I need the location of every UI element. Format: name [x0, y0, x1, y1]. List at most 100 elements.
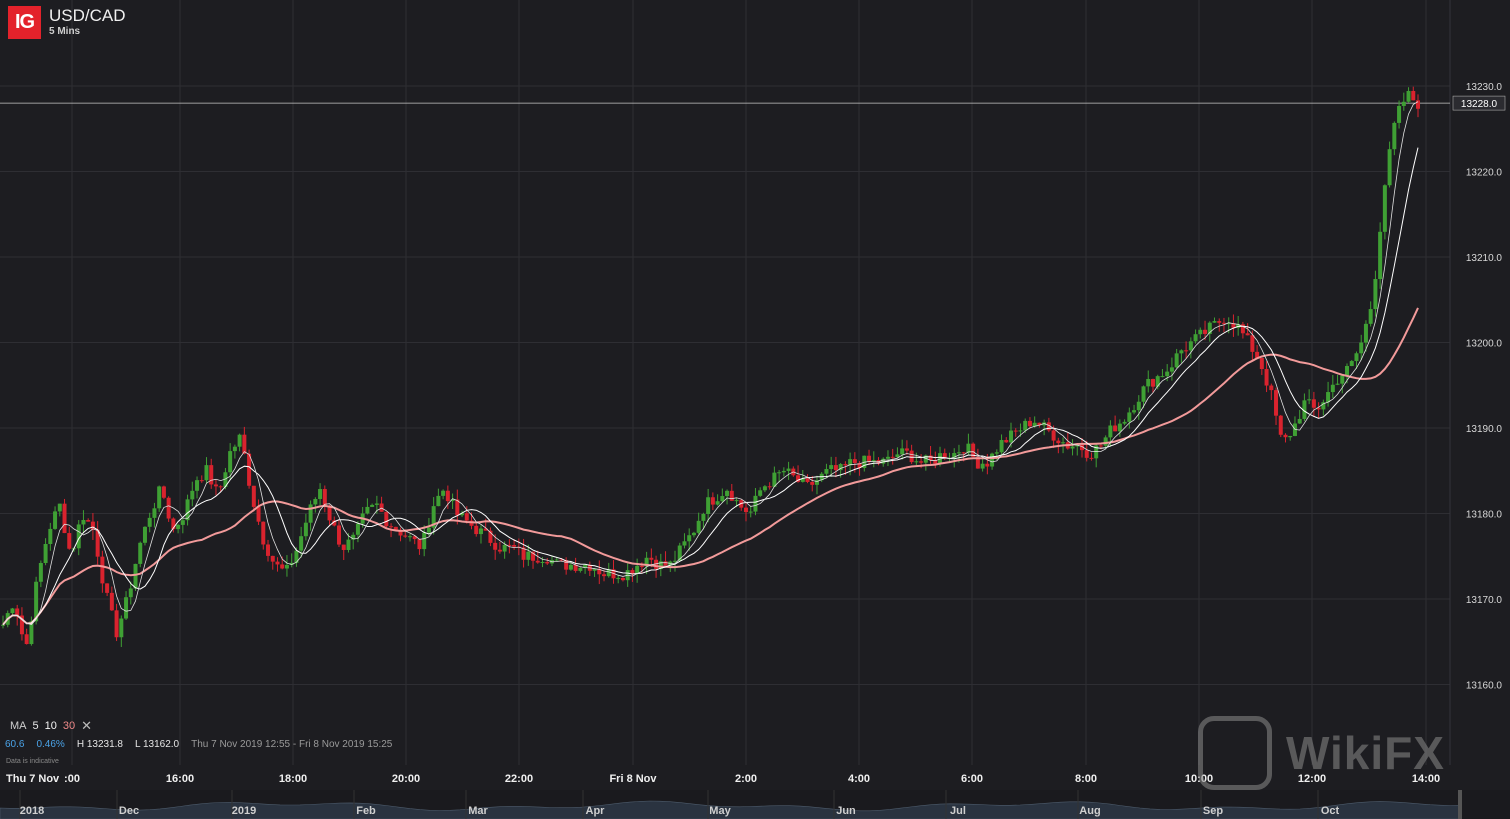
navigator-label: Apr: [586, 805, 606, 817]
candle-body: [568, 564, 573, 570]
candle-body: [1037, 422, 1042, 426]
candle-body: [696, 520, 701, 533]
candle-body: [1297, 418, 1302, 424]
candle-body: [573, 564, 578, 571]
wikifx-watermark: WikiFX: [1198, 716, 1445, 790]
candle-body: [1013, 430, 1018, 432]
ig-logo: IG: [8, 6, 41, 39]
stat-range: Thu 7 Nov 2019 12:55 - Fri 8 Nov 2019 15…: [191, 739, 393, 750]
indicator-legend: MA 5 10 30 ✕: [10, 718, 92, 734]
candle-body: [407, 536, 412, 538]
candle-body: [1009, 430, 1014, 443]
candle-body: [658, 561, 663, 569]
moving-averages: [2, 101, 1419, 626]
candle-body: [119, 618, 124, 638]
candle-body: [403, 535, 408, 537]
candle-body: [687, 535, 692, 542]
candle-body: [857, 463, 862, 469]
navigator-label: 2018: [20, 805, 44, 817]
navigator-label: Oct: [1321, 805, 1340, 817]
candle-body: [1359, 342, 1364, 354]
candle-body: [223, 472, 228, 487]
y-tick-label: 13160.0: [1466, 681, 1503, 692]
candle-body: [1278, 415, 1283, 435]
ma30-period: 30: [62, 720, 76, 732]
chart-header: IG USD/CAD 5 Mins: [8, 6, 126, 39]
candle-body: [100, 556, 105, 584]
candle-body: [232, 446, 237, 452]
candle-body: [1316, 407, 1321, 410]
candle-body: [417, 539, 422, 550]
candle-body: [1401, 101, 1406, 106]
candle-body: [762, 486, 767, 491]
candle-body: [739, 500, 744, 508]
candle-body: [1283, 434, 1288, 438]
candle-body: [1150, 378, 1155, 387]
candle-body: [743, 507, 748, 513]
candle-body: [180, 520, 185, 525]
candle-body: [1141, 386, 1146, 402]
candle-body: [895, 454, 900, 458]
candle-body: [852, 459, 857, 464]
candle-body: [1212, 321, 1217, 323]
candle-body: [176, 524, 181, 530]
candle-body: [1184, 350, 1189, 352]
candle-body: [171, 518, 176, 530]
candle-body: [1321, 402, 1326, 410]
candle-body: [209, 465, 214, 485]
y-tick-label: 13190.0: [1466, 424, 1503, 435]
candle-body: [190, 490, 195, 500]
candle-body: [1349, 361, 1354, 367]
y-tick-label: 13230.0: [1466, 82, 1503, 93]
x-tick-label: 12:00: [1298, 773, 1326, 785]
y-tick-label: 13220.0: [1466, 168, 1503, 179]
candle-body: [881, 458, 886, 464]
candle-body: [365, 506, 370, 514]
candle-body: [322, 489, 327, 506]
candle-body: [81, 520, 86, 525]
candle-body: [1368, 309, 1373, 324]
candle-body: [734, 500, 739, 502]
candle-body: [933, 460, 938, 464]
candle-body: [994, 452, 999, 454]
candle-body: [1155, 376, 1160, 387]
candle-body: [639, 565, 644, 567]
candle-body: [1363, 323, 1368, 343]
candle-body: [34, 581, 39, 622]
candle-body: [814, 480, 819, 485]
candle-body: [999, 440, 1004, 453]
candle-body: [346, 539, 351, 550]
navigator-label: Dec: [119, 805, 139, 817]
candle-body: [715, 501, 720, 505]
stat-value: 60.6: [5, 739, 25, 750]
current-price-tag: [1452, 95, 1506, 111]
navigator-label: Aug: [1079, 805, 1100, 817]
close-icon[interactable]: ✕: [81, 718, 93, 733]
candle-body: [1061, 442, 1066, 444]
candle-body: [1089, 457, 1094, 459]
stat-percent: 0.46%: [36, 739, 65, 750]
candle-body: [138, 542, 143, 564]
candle-body: [318, 489, 323, 499]
x-tick-label: 22:00: [505, 773, 533, 785]
candle-body: [1288, 435, 1293, 438]
navigator-label: Sep: [1203, 805, 1223, 817]
navigator[interactable]: 2018 Dec 2019 Feb Mar Apr May Jun Jul Aug Sep Oct: [0, 790, 1510, 819]
candle-body: [781, 470, 786, 473]
candle-body: [1113, 425, 1118, 432]
candle-body: [1075, 444, 1080, 447]
candle-body: [299, 536, 304, 551]
candle-body: [1027, 420, 1032, 427]
candle-body: [559, 559, 564, 561]
candle-body: [1174, 353, 1179, 368]
candle-body: [337, 525, 342, 545]
candle-body: [564, 560, 569, 570]
candle-body: [441, 490, 446, 496]
candle-body: [488, 530, 493, 543]
candle-body: [833, 465, 838, 471]
timeframe-label[interactable]: 5 Mins: [49, 26, 81, 37]
ma10-period: 10: [44, 720, 57, 732]
candle-body: [464, 513, 469, 521]
candle-body: [1103, 437, 1108, 446]
